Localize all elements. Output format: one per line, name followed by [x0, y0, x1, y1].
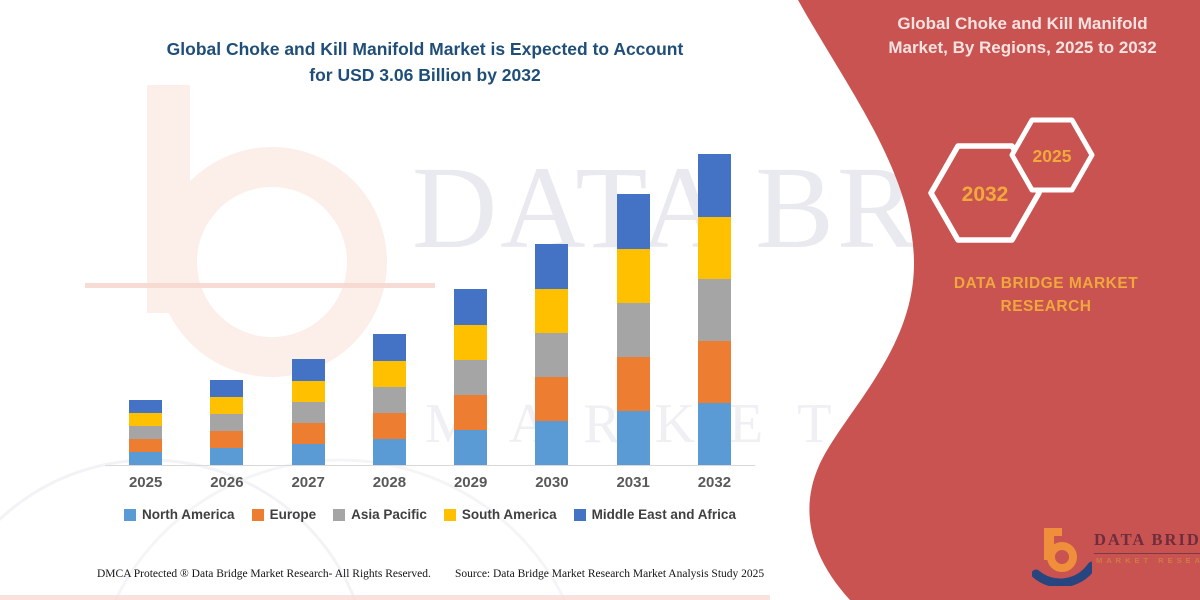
bar-segment-north-america [210, 448, 244, 465]
bar-segment-asia-pacific [454, 360, 488, 395]
bar-stack [129, 400, 163, 465]
bar-segment-middle-east-and-africa [454, 289, 488, 325]
legend-item: South America [443, 507, 557, 522]
bar-segment-south-america [210, 397, 244, 414]
bar-segment-asia-pacific [291, 402, 325, 423]
bar-stack [616, 194, 650, 465]
bar-segment-north-america [291, 444, 325, 465]
bar-segment-europe [697, 341, 731, 403]
legend-label: Europe [269, 507, 317, 522]
legend-swatch-icon [333, 508, 346, 521]
bar-segment-europe [535, 377, 569, 421]
databridge-logo-icon [1032, 528, 1092, 586]
bar-stack [372, 334, 406, 465]
bar-segment-europe [291, 423, 325, 444]
legend-label: Asia Pacific [351, 507, 427, 522]
bar-column-2027 [268, 145, 349, 465]
bar-segment-north-america [535, 421, 569, 465]
bar-segment-asia-pacific [697, 279, 731, 341]
bar-segment-asia-pacific [210, 414, 244, 431]
bar-segment-north-america [372, 439, 406, 465]
legend-item: North America [124, 507, 235, 522]
logo-name: DATA BRIDGE [1094, 530, 1200, 554]
bar-column-2025 [105, 145, 186, 465]
bar-segment-europe [210, 431, 244, 448]
bar-segment-north-america [616, 411, 650, 465]
bar-column-2028 [349, 145, 430, 465]
legend-swatch-icon [573, 508, 586, 521]
legend-label: South America [461, 507, 557, 522]
chart-title-line2: for USD 3.06 Billion by 2032 [309, 65, 541, 85]
bar-segment-asia-pacific [372, 387, 406, 413]
bar-segment-south-america [535, 289, 569, 333]
bar-segment-asia-pacific [535, 333, 569, 377]
bar-segment-south-america [291, 381, 325, 402]
bar-segment-south-america [616, 249, 650, 303]
source-note: Source: Data Bridge Market Research Mark… [455, 568, 765, 580]
bar-segment-south-america [129, 413, 163, 426]
legend-item: Europe [251, 507, 317, 522]
chart-title: Global Choke and Kill Manifold Market is… [95, 36, 755, 88]
bar-column-2029 [430, 145, 511, 465]
x-axis-label: 2029 [453, 474, 488, 491]
legend-swatch-icon [251, 508, 264, 521]
bar-segment-middle-east-and-africa [129, 400, 163, 413]
bar-stack [210, 380, 244, 465]
bar-segment-south-america [454, 325, 488, 360]
bar-column-2032 [674, 145, 755, 465]
bar-stack [454, 289, 488, 465]
legend-swatch-icon [124, 508, 137, 521]
bar-stack [697, 154, 731, 465]
bar-segment-middle-east-and-africa [697, 154, 731, 217]
x-axis-label: 2028 [372, 474, 407, 491]
legend-item: Asia Pacific [333, 507, 427, 522]
bar-column-2026 [186, 145, 267, 465]
legend-swatch-icon [443, 508, 456, 521]
bar-stack [535, 244, 569, 465]
legend-item: Middle East and Africa [573, 507, 736, 522]
bar-segment-north-america [454, 430, 488, 465]
stacked-bar-chart [105, 145, 755, 466]
bar-segment-middle-east-and-africa [291, 359, 325, 381]
x-axis-label: 2030 [535, 474, 569, 491]
bar-column-2030 [511, 145, 592, 465]
bar-segment-asia-pacific [616, 303, 650, 357]
bar-segment-middle-east-and-africa [210, 380, 244, 397]
bar-column-2031 [593, 145, 674, 465]
x-axis-label: 2027 [291, 474, 325, 491]
bar-segment-middle-east-and-africa [535, 244, 569, 289]
bar-segment-europe [454, 395, 488, 430]
x-axis-label: 2026 [210, 474, 244, 491]
bar-segment-europe [616, 357, 650, 411]
legend-label: Middle East and Africa [591, 507, 736, 522]
x-axis-labels: 2025 2026 2027 2028 2029 2030 2031 2032 [105, 474, 755, 491]
bar-segment-south-america [697, 217, 731, 279]
bar-segment-asia-pacific [129, 426, 163, 439]
x-axis-label: 2025 [128, 474, 163, 491]
bar-segment-north-america [129, 452, 163, 465]
chart-legend: North America Europe Asia Pacific South Ame… [90, 507, 770, 522]
chart-title-line1: Global Choke and Kill Manifold Market is… [166, 39, 684, 59]
bar-segment-europe [372, 413, 406, 439]
bar-stack [291, 359, 325, 465]
dmca-notice: DMCA Protected ® Data Bridge Market Rese… [97, 568, 431, 580]
bar-segment-middle-east-and-africa [372, 334, 406, 361]
bar-segment-europe [129, 439, 163, 452]
bar-segment-middle-east-and-africa [616, 194, 650, 249]
bar-segment-north-america [697, 403, 731, 465]
x-axis-label: 2032 [697, 474, 732, 491]
bar-segment-south-america [372, 361, 406, 387]
logo-subtitle: MARKET RESEARCH [1096, 556, 1200, 565]
legend-label: North America [142, 507, 235, 522]
x-axis-label: 2031 [616, 474, 650, 491]
